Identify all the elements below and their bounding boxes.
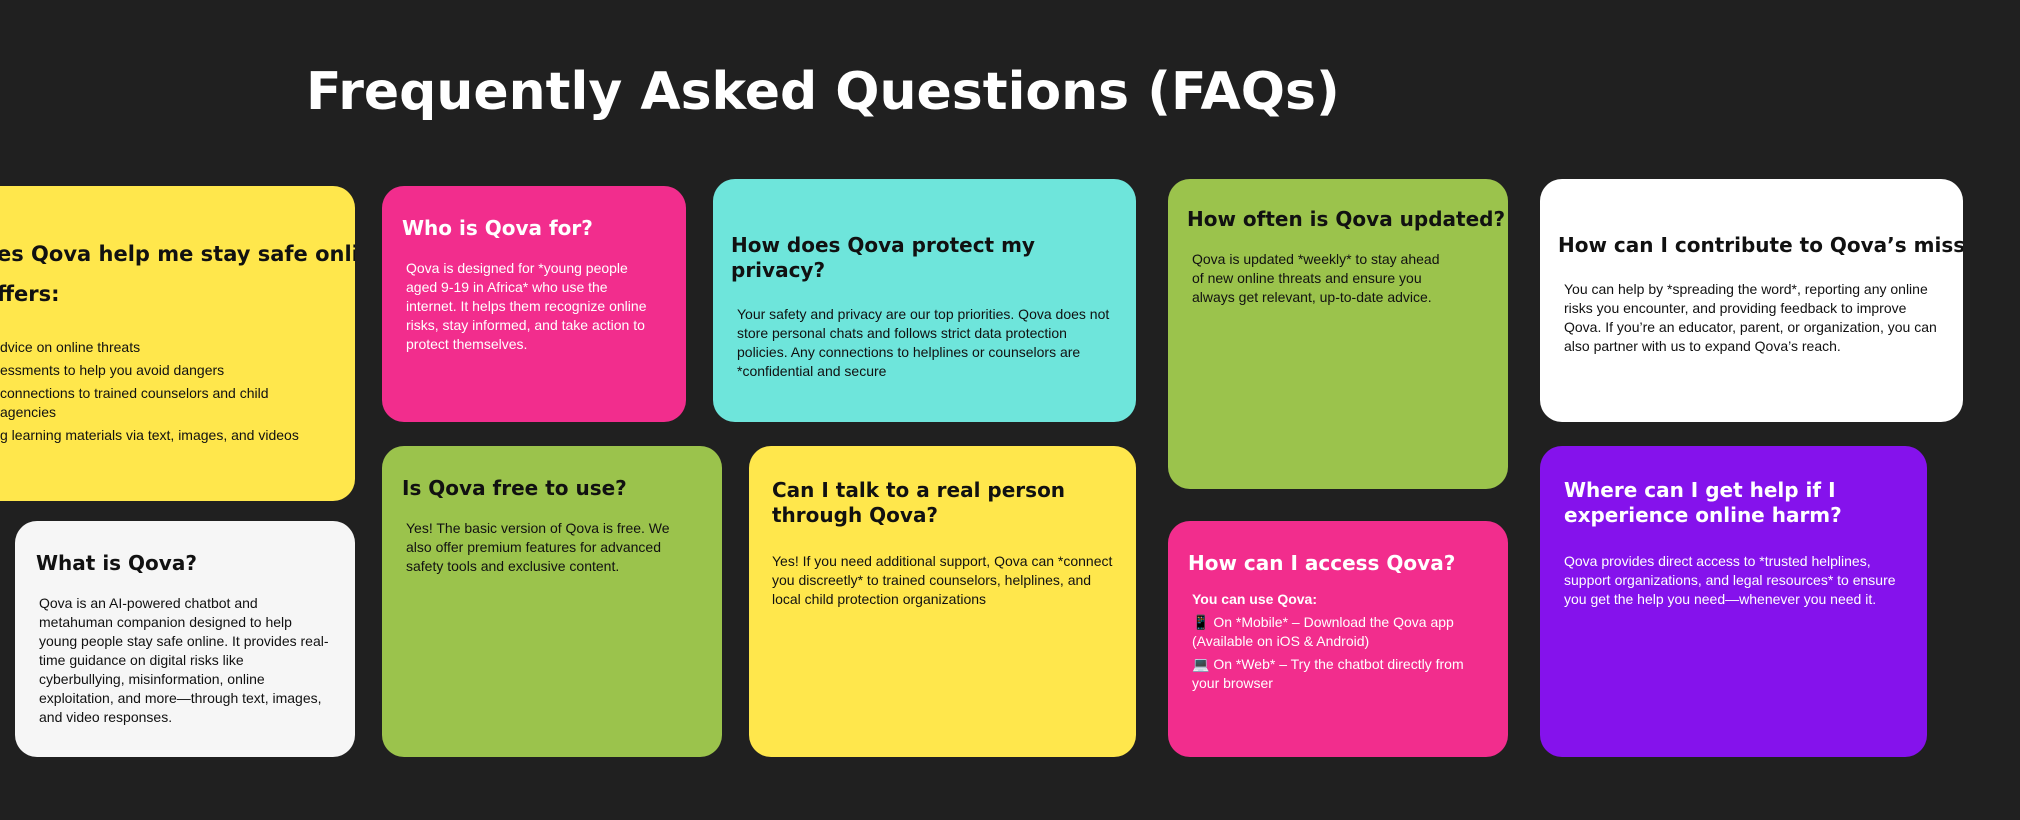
faq-answer: You can help by *spreading the word*, re… (1564, 281, 1937, 354)
faq-question: es Qova help me stay safe online?* (0, 242, 355, 266)
faq-answer: Qova provides direct access to *trusted … (1564, 553, 1896, 607)
faq-card-what-is: What is Qova? Qova is an AI-powered chat… (15, 521, 355, 757)
faq-subheading: ffers: (0, 282, 60, 306)
list-item: g learning materials via text, images, a… (0, 427, 299, 443)
faq-question: How does Qova protect my privacy? (731, 233, 1035, 282)
faq-question: How can I access Qova? (1188, 551, 1456, 575)
faq-card-who-for: Who is Qova for? Qova is designed for *y… (382, 186, 686, 422)
faq-card-privacy: How does Qova protect my privacy? Your s… (713, 179, 1136, 422)
faq-answer: Your safety and privacy are our top prio… (737, 306, 1110, 379)
access-lead: You can use Qova: (1192, 591, 1317, 607)
faq-answer: Qova is designed for *young people aged … (406, 260, 647, 352)
faq-question: Who is Qova for? (402, 216, 593, 240)
faq-question: What is Qova? (36, 551, 197, 575)
access-web: 💻 On *Web* – Try the chatbot directly fr… (1192, 656, 1464, 691)
faq-answer: Qova is updated *weekly* to stay ahead o… (1192, 251, 1440, 305)
faq-question: Is Qova free to use? (402, 476, 627, 500)
list-item: connections to trained counselors and ch… (0, 385, 269, 401)
faq-card-access: How can I access Qova? You can use Qova:… (1168, 521, 1508, 757)
list-item: agencies (0, 404, 57, 420)
faq-question: How often is Qova updated? (1187, 207, 1506, 231)
page-title: Frequently Asked Questions (FAQs) (306, 62, 1340, 122)
access-mobile: 📱 On *Mobile* – Download the Qova app (A… (1192, 614, 1454, 649)
faq-card-contribute: How can I contribute to Qova’s mission? … (1540, 179, 1963, 422)
faq-offer-list: dvice on online threats essments to help… (0, 338, 355, 445)
faq-question: Where can I get help if I experience onl… (1564, 478, 1842, 527)
list-item: essments to help you avoid dangers (0, 362, 225, 378)
faq-card-help-harm: Where can I get help if I experience onl… (1540, 446, 1927, 757)
faq-card-stay-safe: es Qova help me stay safe online?* ffers… (0, 186, 355, 501)
faq-card-free: Is Qova free to use? Yes! The basic vers… (382, 446, 722, 757)
faq-answer: Yes! If you need additional support, Qov… (772, 553, 1113, 607)
faq-card-updated: How often is Qova updated? Qova is updat… (1168, 179, 1508, 489)
faq-answer: Qova is an AI-powered chatbot and metahu… (39, 595, 329, 725)
faq-question: Can I talk to a real person through Qova… (772, 478, 1066, 527)
faq-question: How can I contribute to Qova’s mission? (1558, 233, 1963, 257)
list-item: dvice on online threats (0, 339, 141, 355)
faq-answer: Yes! The basic version of Qova is free. … (406, 520, 670, 574)
faq-card-real-person: Can I talk to a real person through Qova… (749, 446, 1136, 757)
